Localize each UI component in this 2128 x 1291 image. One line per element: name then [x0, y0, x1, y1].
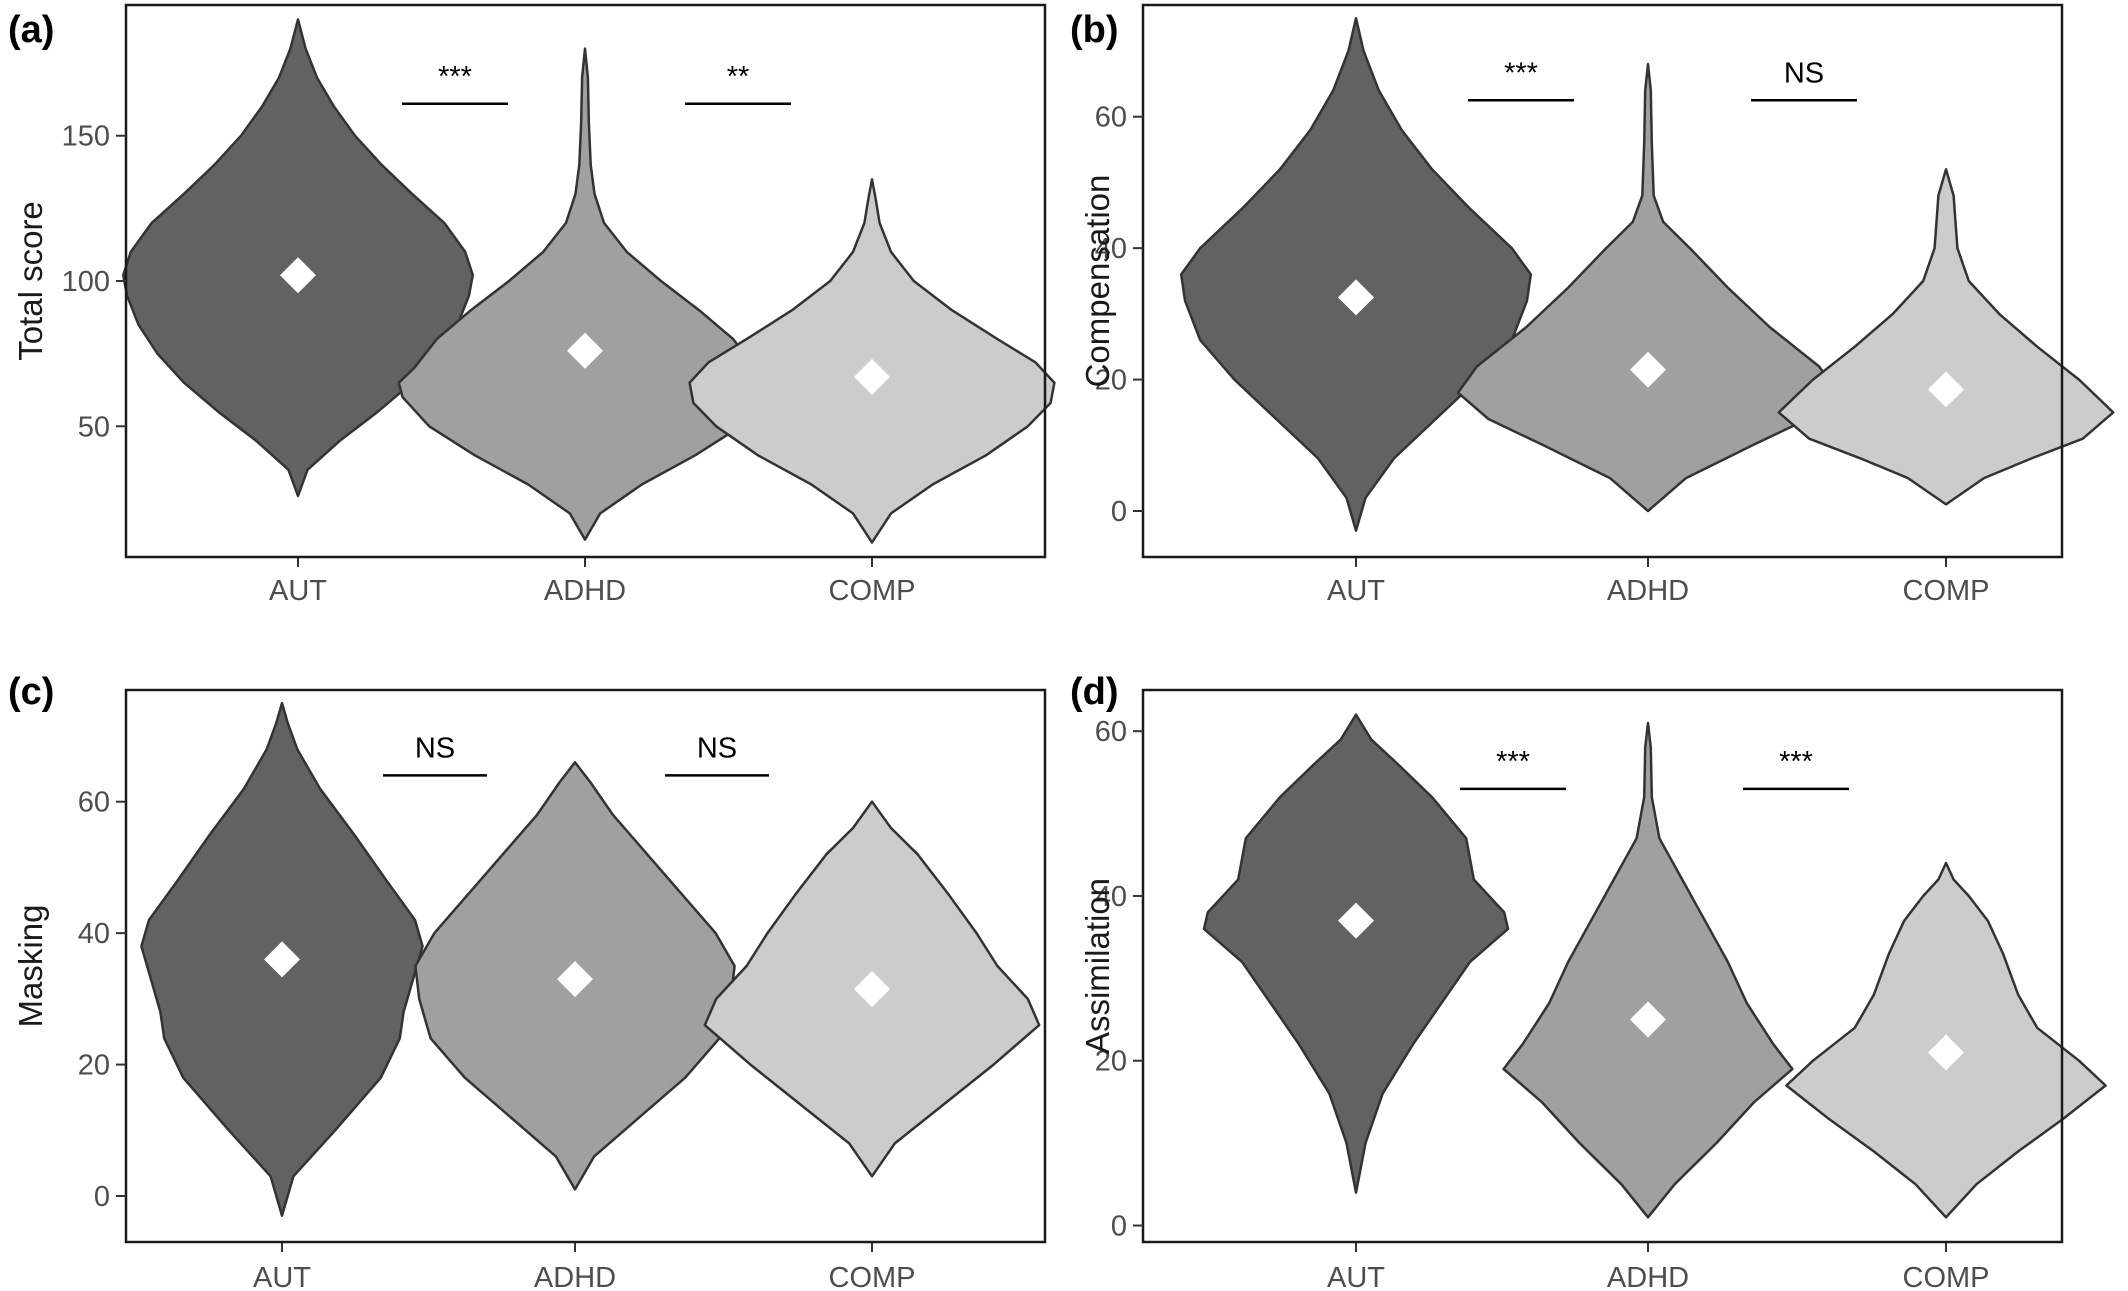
chart-panel-4: AUT ADHD COMP 0 20 40 60 Assimilation (d) *** *** [1070, 671, 2107, 1291]
significance-label-2-2: NS [1784, 57, 1824, 89]
y-axis-title-2: Compensation [1079, 175, 1116, 388]
panel-letter-4: (d) [1070, 671, 1119, 713]
significance-label-3-2: NS [697, 732, 737, 764]
violin-adhd-4 [1502, 721, 1794, 1219]
significance-label-4-1: *** [1496, 746, 1530, 778]
x-tick-label-comp-1: COMP [829, 575, 916, 607]
significance-label-1-2: ** [727, 61, 750, 93]
violin-comp-2 [1777, 168, 2115, 506]
x-tick-label-aut-2: AUT [1327, 575, 1385, 607]
y-tick-label-60-2: 60 [1095, 102, 1127, 134]
y-tick-label-0-4: 0 [1111, 1211, 1127, 1243]
y-tick-label-60-4: 60 [1095, 716, 1127, 748]
x-tick-label-comp-4: COMP [1903, 1262, 1990, 1291]
mean-marker-aut-4 [1338, 902, 1374, 939]
significance-label-3-1: NS [415, 732, 455, 764]
y-tick-label-20-3: 20 [78, 1050, 110, 1082]
y-tick-label-0-3: 0 [94, 1181, 110, 1213]
y-axis-title-4: Assimilation [1079, 878, 1116, 1054]
mean-marker-comp-1 [854, 358, 890, 395]
panel-letter-2: (b) [1070, 9, 1119, 51]
violin-aut-4 [1202, 713, 1510, 1194]
y-tick-label-150-1: 150 [62, 121, 110, 153]
significance-label-4-2: *** [1779, 746, 1813, 778]
x-tick-label-aut-3: AUT [253, 1262, 311, 1291]
y-axis-title-3: Masking [12, 905, 49, 1028]
significance-label-1-1: *** [438, 61, 472, 93]
mean-marker-aut-1 [280, 257, 316, 294]
y-axis-title-1: Total score [12, 201, 49, 361]
chart-panel-2: AUT ADHD COMP 0 20 40 60 Compensation (b) *** NS [1070, 3, 2115, 607]
y-tick-label-0-2: 0 [1111, 496, 1127, 528]
y-tick-label-40-3: 40 [78, 918, 110, 950]
x-tick-label-adhd-2: ADHD [1607, 575, 1689, 607]
x-tick-label-aut-4: AUT [1327, 1262, 1385, 1291]
panel-letter-1: (a) [8, 9, 54, 51]
mean-marker-aut-3 [264, 941, 300, 978]
mean-marker-comp-2 [1928, 371, 1964, 408]
x-tick-label-adhd-1: ADHD [544, 575, 626, 607]
mean-marker-comp-3 [854, 971, 890, 1007]
x-tick-label-adhd-3: ADHD [534, 1262, 616, 1291]
x-tick-label-comp-2: COMP [1903, 575, 1990, 607]
x-tick-label-comp-3: COMP [829, 1262, 916, 1291]
y-tick-label-40-2: 40 [1095, 233, 1127, 265]
mean-marker-adhd-4 [1630, 1001, 1666, 1038]
plot-frame-3 [124, 688, 1047, 1244]
mean-marker-comp-4 [1928, 1034, 1964, 1071]
violin-aut-2 [1179, 16, 1533, 532]
mean-marker-adhd-1 [567, 332, 603, 369]
x-tick-label-aut-1: AUT [269, 575, 327, 607]
chart-panel-3: AUT ADHD COMP 0 20 40 60 Masking (c) NS NS [8, 671, 1047, 1291]
x-tick-label-adhd-4: ADHD [1607, 1262, 1689, 1291]
panel-letter-3: (c) [8, 671, 54, 713]
plot-frame-4 [1141, 688, 2064, 1244]
y-tick-label-20-2: 20 [1095, 365, 1127, 397]
y-tick-label-20-4: 20 [1095, 1046, 1127, 1078]
y-tick-label-50-1: 50 [78, 411, 110, 443]
y-tick-label-60-3: 60 [78, 787, 110, 819]
y-tick-label-100-1: 100 [62, 266, 110, 298]
plot-frame-2 [1141, 3, 2064, 559]
y-tick-label-40-4: 40 [1095, 881, 1127, 913]
mean-marker-adhd-3 [557, 961, 593, 998]
mean-marker-adhd-2 [1630, 351, 1666, 388]
significance-label-2-1: *** [1504, 57, 1538, 89]
mean-marker-aut-2 [1338, 279, 1374, 316]
